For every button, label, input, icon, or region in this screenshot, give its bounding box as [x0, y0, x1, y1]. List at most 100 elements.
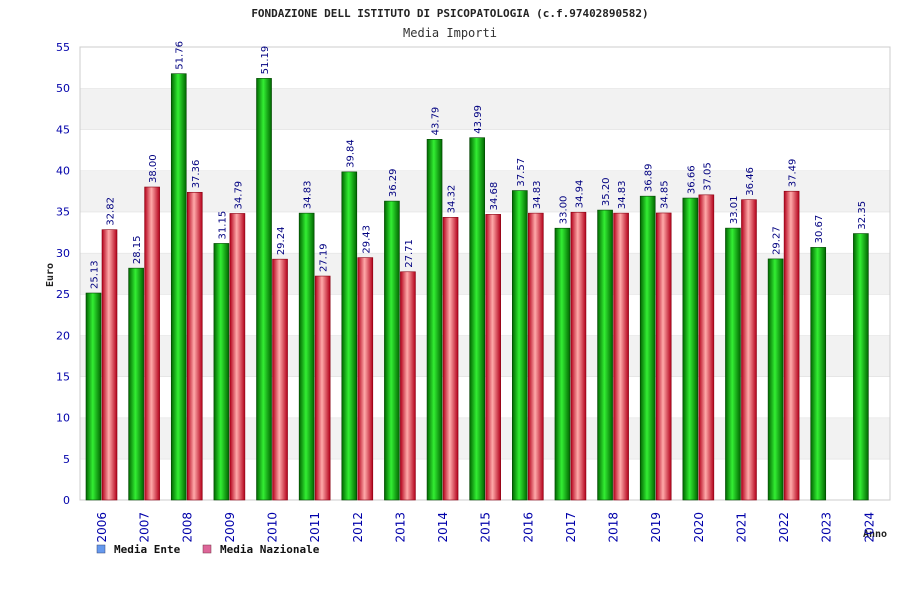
bar-value-label: 32.35 — [857, 201, 868, 230]
legend-swatch-media-nazionale — [202, 544, 212, 554]
grid-band — [80, 47, 890, 89]
bar-value-label: 32.82 — [106, 197, 117, 226]
bar-media-ente — [725, 227, 741, 501]
bar-media-ente — [426, 139, 443, 501]
bar-value-label: 36.66 — [686, 165, 697, 194]
bar-value-label: 34.68 — [489, 182, 500, 211]
bar-media-nazionale — [698, 194, 715, 501]
bar-media-nazionale — [101, 229, 118, 501]
bar-value-label: 34.79 — [233, 181, 244, 210]
y-tick-label: 25 — [56, 288, 70, 301]
y-tick-label: 5 — [63, 453, 70, 466]
bar-media-nazionale — [400, 271, 416, 501]
bar-value-label: 51.76 — [175, 41, 186, 70]
y-tick-label: 0 — [63, 494, 70, 507]
x-tick-label: 2008 — [180, 512, 194, 543]
bar-media-ente — [512, 190, 528, 501]
bar-media-ente — [170, 73, 187, 501]
bar-series: 25.13 32.82 28.15 38.00 51.76 37.36 31.15 34.79… — [85, 41, 869, 501]
bar-media-ente — [256, 78, 272, 501]
y-tick-label: 45 — [56, 123, 70, 136]
bar-media-ente — [469, 137, 485, 501]
bar-value-label: 37.49 — [788, 159, 799, 188]
bar-value-label: 36.46 — [745, 167, 756, 196]
bar-value-label: 34.85 — [660, 180, 671, 209]
bar-value-label: 39.84 — [345, 139, 356, 168]
bar-value-label: 31.15 — [217, 211, 228, 240]
bar-media-nazionale — [442, 217, 459, 501]
bar-media-nazionale — [229, 213, 246, 501]
x-tick-label: 2009 — [223, 512, 237, 543]
bar-value-label: 25.13 — [90, 260, 101, 289]
bar-media-ente — [128, 267, 144, 501]
x-tick-label: 2022 — [777, 512, 791, 543]
chart-subtitle: Media Importi — [403, 26, 497, 40]
grid-band — [80, 129, 890, 171]
bar-value-label: 33.00 — [558, 196, 569, 225]
chart-title: FONDAZIONE DELL ISTITUTO DI PSICOPATOLOG… — [251, 7, 648, 20]
bar-media-ente — [213, 243, 230, 501]
bar-value-label: 37.36 — [191, 160, 202, 189]
bar-value-label: 28.15 — [132, 236, 143, 265]
x-tick-label: 2018 — [607, 512, 621, 543]
bar-value-label: 37.57 — [516, 158, 527, 187]
x-tick-label: 2016 — [521, 512, 535, 543]
x-tick-label: 2021 — [734, 512, 748, 543]
x-axis-ticks: 2006 2007 2008 2009 2010 2011 2012 2013 2014 2015… — [95, 512, 876, 543]
bar-value-label: 36.89 — [644, 164, 655, 193]
bar-media-ente — [597, 209, 613, 501]
y-tick-label: 35 — [56, 206, 70, 219]
y-axis-ticks: 0 5 10 15 20 25 30 35 40 45 50 55 — [56, 41, 70, 507]
bar-media-nazionale — [528, 212, 544, 501]
x-tick-label: 2006 — [95, 512, 109, 543]
bar-media-nazionale — [485, 214, 501, 501]
x-tick-label: 2015 — [479, 512, 493, 543]
y-tick-label: 15 — [56, 370, 70, 383]
x-tick-label: 2011 — [308, 512, 322, 543]
bar-value-label: 51.19 — [260, 46, 271, 75]
bar-value-label: 34.83 — [532, 180, 543, 209]
bar-value-label: 27.19 — [319, 243, 330, 272]
bar-media-ente — [810, 247, 827, 501]
bar-value-label: 38.00 — [148, 154, 159, 183]
bar-value-label: 34.83 — [617, 180, 628, 209]
bar-media-ente — [682, 197, 699, 501]
bar-value-label: 36.29 — [388, 168, 399, 197]
bar-media-ente — [767, 258, 784, 501]
bar-value-label: 29.43 — [361, 225, 372, 254]
x-tick-label: 2024 — [862, 512, 876, 543]
y-tick-label: 20 — [56, 329, 70, 342]
bar-media-ente — [298, 212, 315, 501]
bar-media-nazionale — [570, 211, 587, 501]
legend-label-media-ente: Media Ente — [114, 543, 181, 556]
y-tick-label: 50 — [56, 82, 70, 95]
y-tick-label: 10 — [56, 412, 70, 425]
x-tick-label: 2023 — [820, 512, 834, 543]
bar-media-nazionale — [655, 212, 672, 501]
bar-media-nazionale — [741, 199, 757, 501]
x-tick-label: 2019 — [649, 512, 663, 543]
plot-area — [79, 46, 891, 501]
bar-media-ente — [85, 292, 102, 501]
bar-media-nazionale — [613, 212, 629, 501]
y-tick-label: 30 — [56, 247, 70, 260]
x-tick-label: 2013 — [393, 512, 407, 543]
legend-swatch-media-ente — [96, 544, 106, 554]
grid-band — [80, 88, 890, 130]
bar-media-nazionale — [144, 186, 160, 501]
bar-value-label: 37.05 — [702, 162, 713, 191]
bar-value-label: 43.79 — [431, 107, 442, 136]
bar-value-label: 43.99 — [473, 105, 484, 134]
bar-value-label: 27.71 — [404, 239, 415, 268]
bar-media-ente — [639, 195, 656, 501]
legend: Media Ente Media Nazionale — [96, 543, 320, 556]
bar-media-nazionale — [314, 275, 331, 501]
bar-media-nazionale — [272, 258, 288, 501]
bar-value-label: 30.67 — [814, 215, 825, 244]
bar-media-ente — [341, 171, 358, 501]
y-tick-label: 55 — [56, 41, 70, 54]
x-tick-label: 2007 — [138, 512, 152, 543]
bar-value-label: 34.32 — [447, 185, 458, 214]
bar-value-label: 34.94 — [574, 180, 585, 209]
